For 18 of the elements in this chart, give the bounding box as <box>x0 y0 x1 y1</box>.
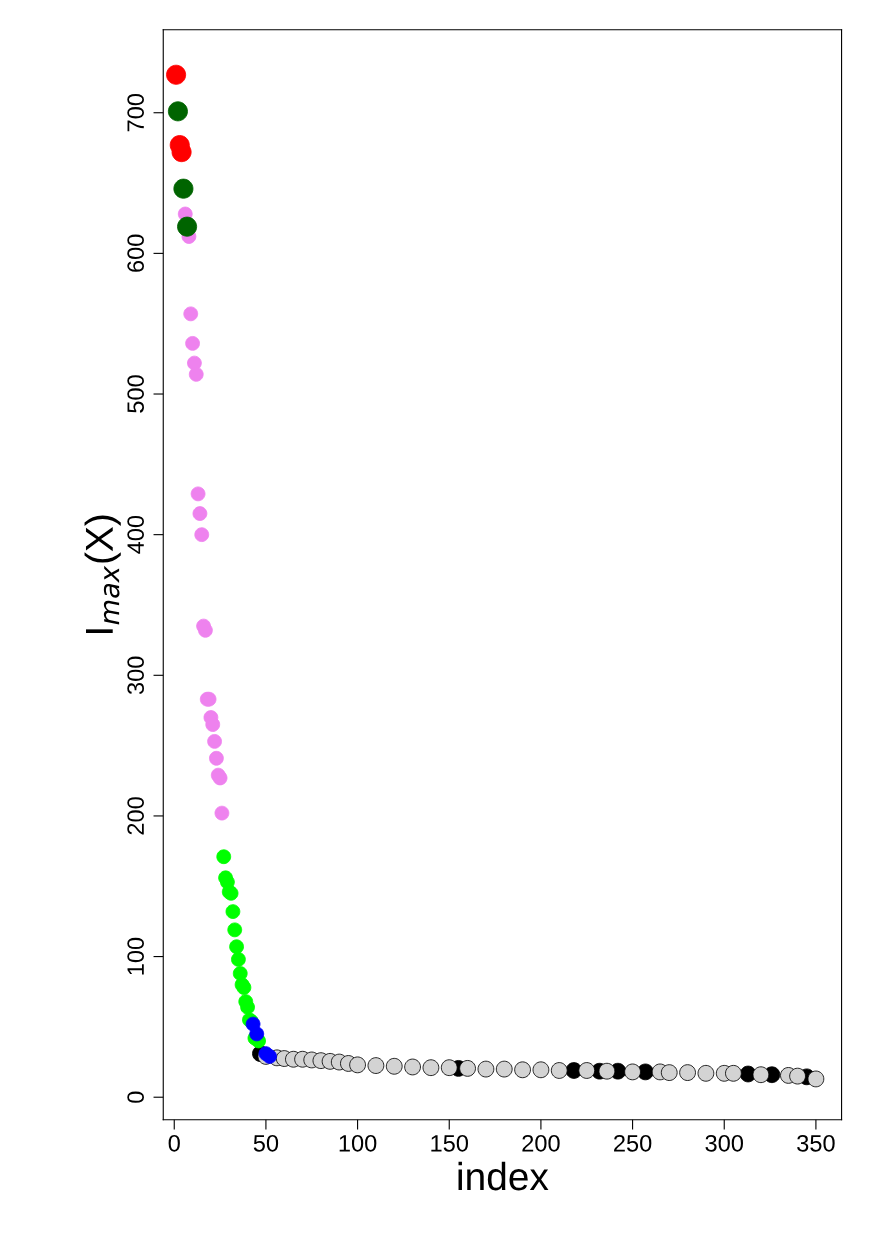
x-tick-label: 250 <box>614 1134 652 1152</box>
y-tick-label: 600 <box>127 234 144 272</box>
x-tick-label: 150 <box>431 1134 469 1152</box>
y-tick-label: 400 <box>127 515 144 554</box>
x-tick-label: 50 <box>253 1134 279 1152</box>
y-tick-label: 700 <box>127 93 144 132</box>
x-tick-label: 300 <box>705 1134 744 1152</box>
y-tick-label: 300 <box>127 656 144 695</box>
y-axis-title: I$_{max}$(X) <box>84 515 121 633</box>
x-axis-title: index <box>458 1161 549 1191</box>
x-tick-label: 100 <box>339 1134 377 1152</box>
x-tick-label: 0 <box>168 1134 180 1152</box>
y-tick-label: 200 <box>127 797 144 835</box>
x-tick-label: 200 <box>522 1134 560 1152</box>
y-tick-label: 500 <box>127 375 144 413</box>
x-tick-label: 350 <box>797 1134 835 1152</box>
y-tick-label: 0 <box>127 1091 144 1103</box>
y-tick-label: 100 <box>127 937 144 975</box>
